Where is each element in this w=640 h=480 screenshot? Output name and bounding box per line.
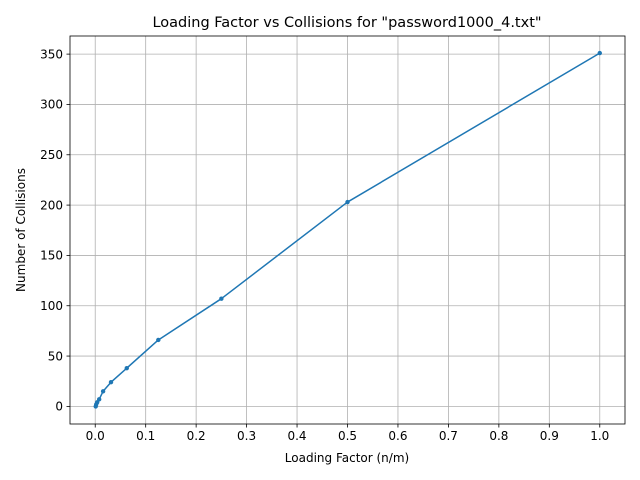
series-layer: [93, 50, 602, 409]
y-tick-label: 250: [40, 148, 63, 162]
x-tick-label: 0.2: [187, 429, 206, 443]
y-tick-label: 350: [40, 47, 63, 61]
data-point: [100, 389, 106, 394]
y-tick-label: 50: [48, 349, 63, 363]
y-axis-ticks: 0 50 100 150 200 250 300 350: [40, 47, 70, 414]
grid: [70, 36, 625, 424]
y-tick-label: 100: [40, 299, 63, 313]
x-tick-label: 0.8: [489, 429, 508, 443]
x-tick-label: 0.5: [338, 429, 357, 443]
data-point: [345, 199, 350, 205]
data-point: [219, 296, 224, 301]
y-tick-label: 300: [40, 98, 63, 112]
data-point: [124, 365, 129, 371]
x-tick-label: 0.7: [439, 429, 458, 443]
data-point: [597, 50, 602, 56]
y-tick-label: 150: [40, 249, 63, 263]
x-tick-label: 0.0: [86, 429, 105, 443]
x-tick-label: 1.0: [590, 429, 609, 443]
x-tick-label: 0.9: [540, 429, 559, 443]
data-point: [156, 337, 161, 343]
data-point: [108, 380, 114, 385]
x-tick-label: 0.3: [237, 429, 256, 443]
y-axis-label: Number of Collisions: [14, 168, 28, 292]
x-tick-label: 0.6: [388, 429, 407, 443]
y-tick-label: 200: [40, 198, 63, 212]
x-tick-label: 0.4: [287, 429, 306, 443]
chart-title: Loading Factor vs Collisions for "passwo…: [152, 15, 541, 31]
data-point: [96, 397, 102, 402]
x-axis-ticks: 0.0 0.1 0.2 0.3 0.4 0.5 0.6 0.7 0.8 0.9 1.0: [86, 424, 609, 443]
x-axis-label: Loading Factor (n/m): [285, 451, 409, 465]
x-tick-label: 0.1: [136, 429, 155, 443]
y-tick-label: 0: [55, 400, 63, 414]
